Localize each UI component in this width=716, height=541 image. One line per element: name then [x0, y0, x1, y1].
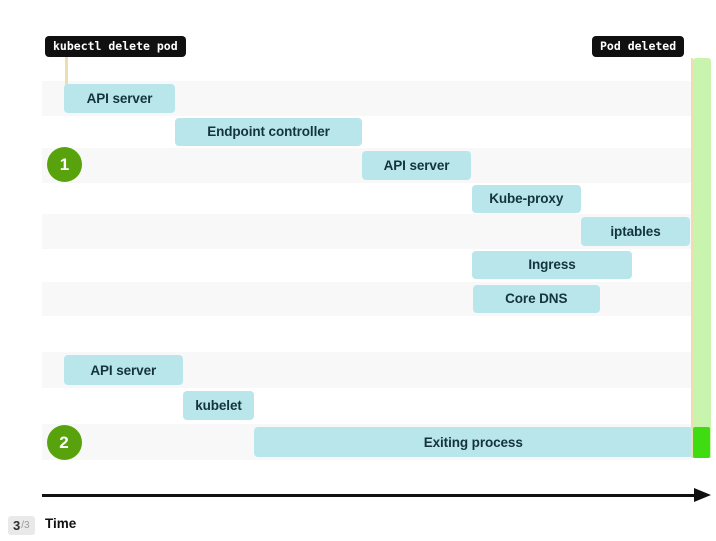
track1-number-marker: 1: [47, 147, 82, 182]
deadline-column-edge-line: [690, 58, 693, 458]
track2-number-marker: 2: [46, 425, 82, 460]
pod-deleted-deadline-column: [693, 58, 711, 458]
task-bar-core-dns: Core DNS: [472, 284, 600, 313]
task-bar-api-server: API server: [362, 151, 471, 180]
task-bar-exiting-process: Exiting process: [254, 427, 693, 457]
task-bar-kube-proxy: Kube-proxy: [471, 184, 581, 213]
end-event-badge: Pod deleted: [592, 36, 685, 57]
task-bar-api-server: API server: [64, 84, 175, 113]
deadline-hit-marker: [693, 427, 710, 458]
task-bar-endpoint-controller: Endpoint controller: [175, 117, 362, 146]
slide-page-indicator: 3 /3: [8, 515, 35, 535]
page-total: /3: [21, 519, 30, 531]
task-bar-iptables: iptables: [581, 217, 690, 246]
start-event-badge: kubectl delete pod: [45, 36, 186, 57]
task-bar-kubelet: kubelet: [183, 391, 254, 420]
task-bar-api-server: API server: [64, 355, 183, 385]
time-axis-arrowhead-icon: [694, 487, 711, 502]
time-axis-label: Time: [45, 516, 77, 531]
time-axis-line: [42, 493, 694, 497]
start-event-connector-line: [65, 57, 68, 85]
task-bar-ingress: Ingress: [472, 250, 632, 279]
page-current: 3: [13, 517, 21, 533]
